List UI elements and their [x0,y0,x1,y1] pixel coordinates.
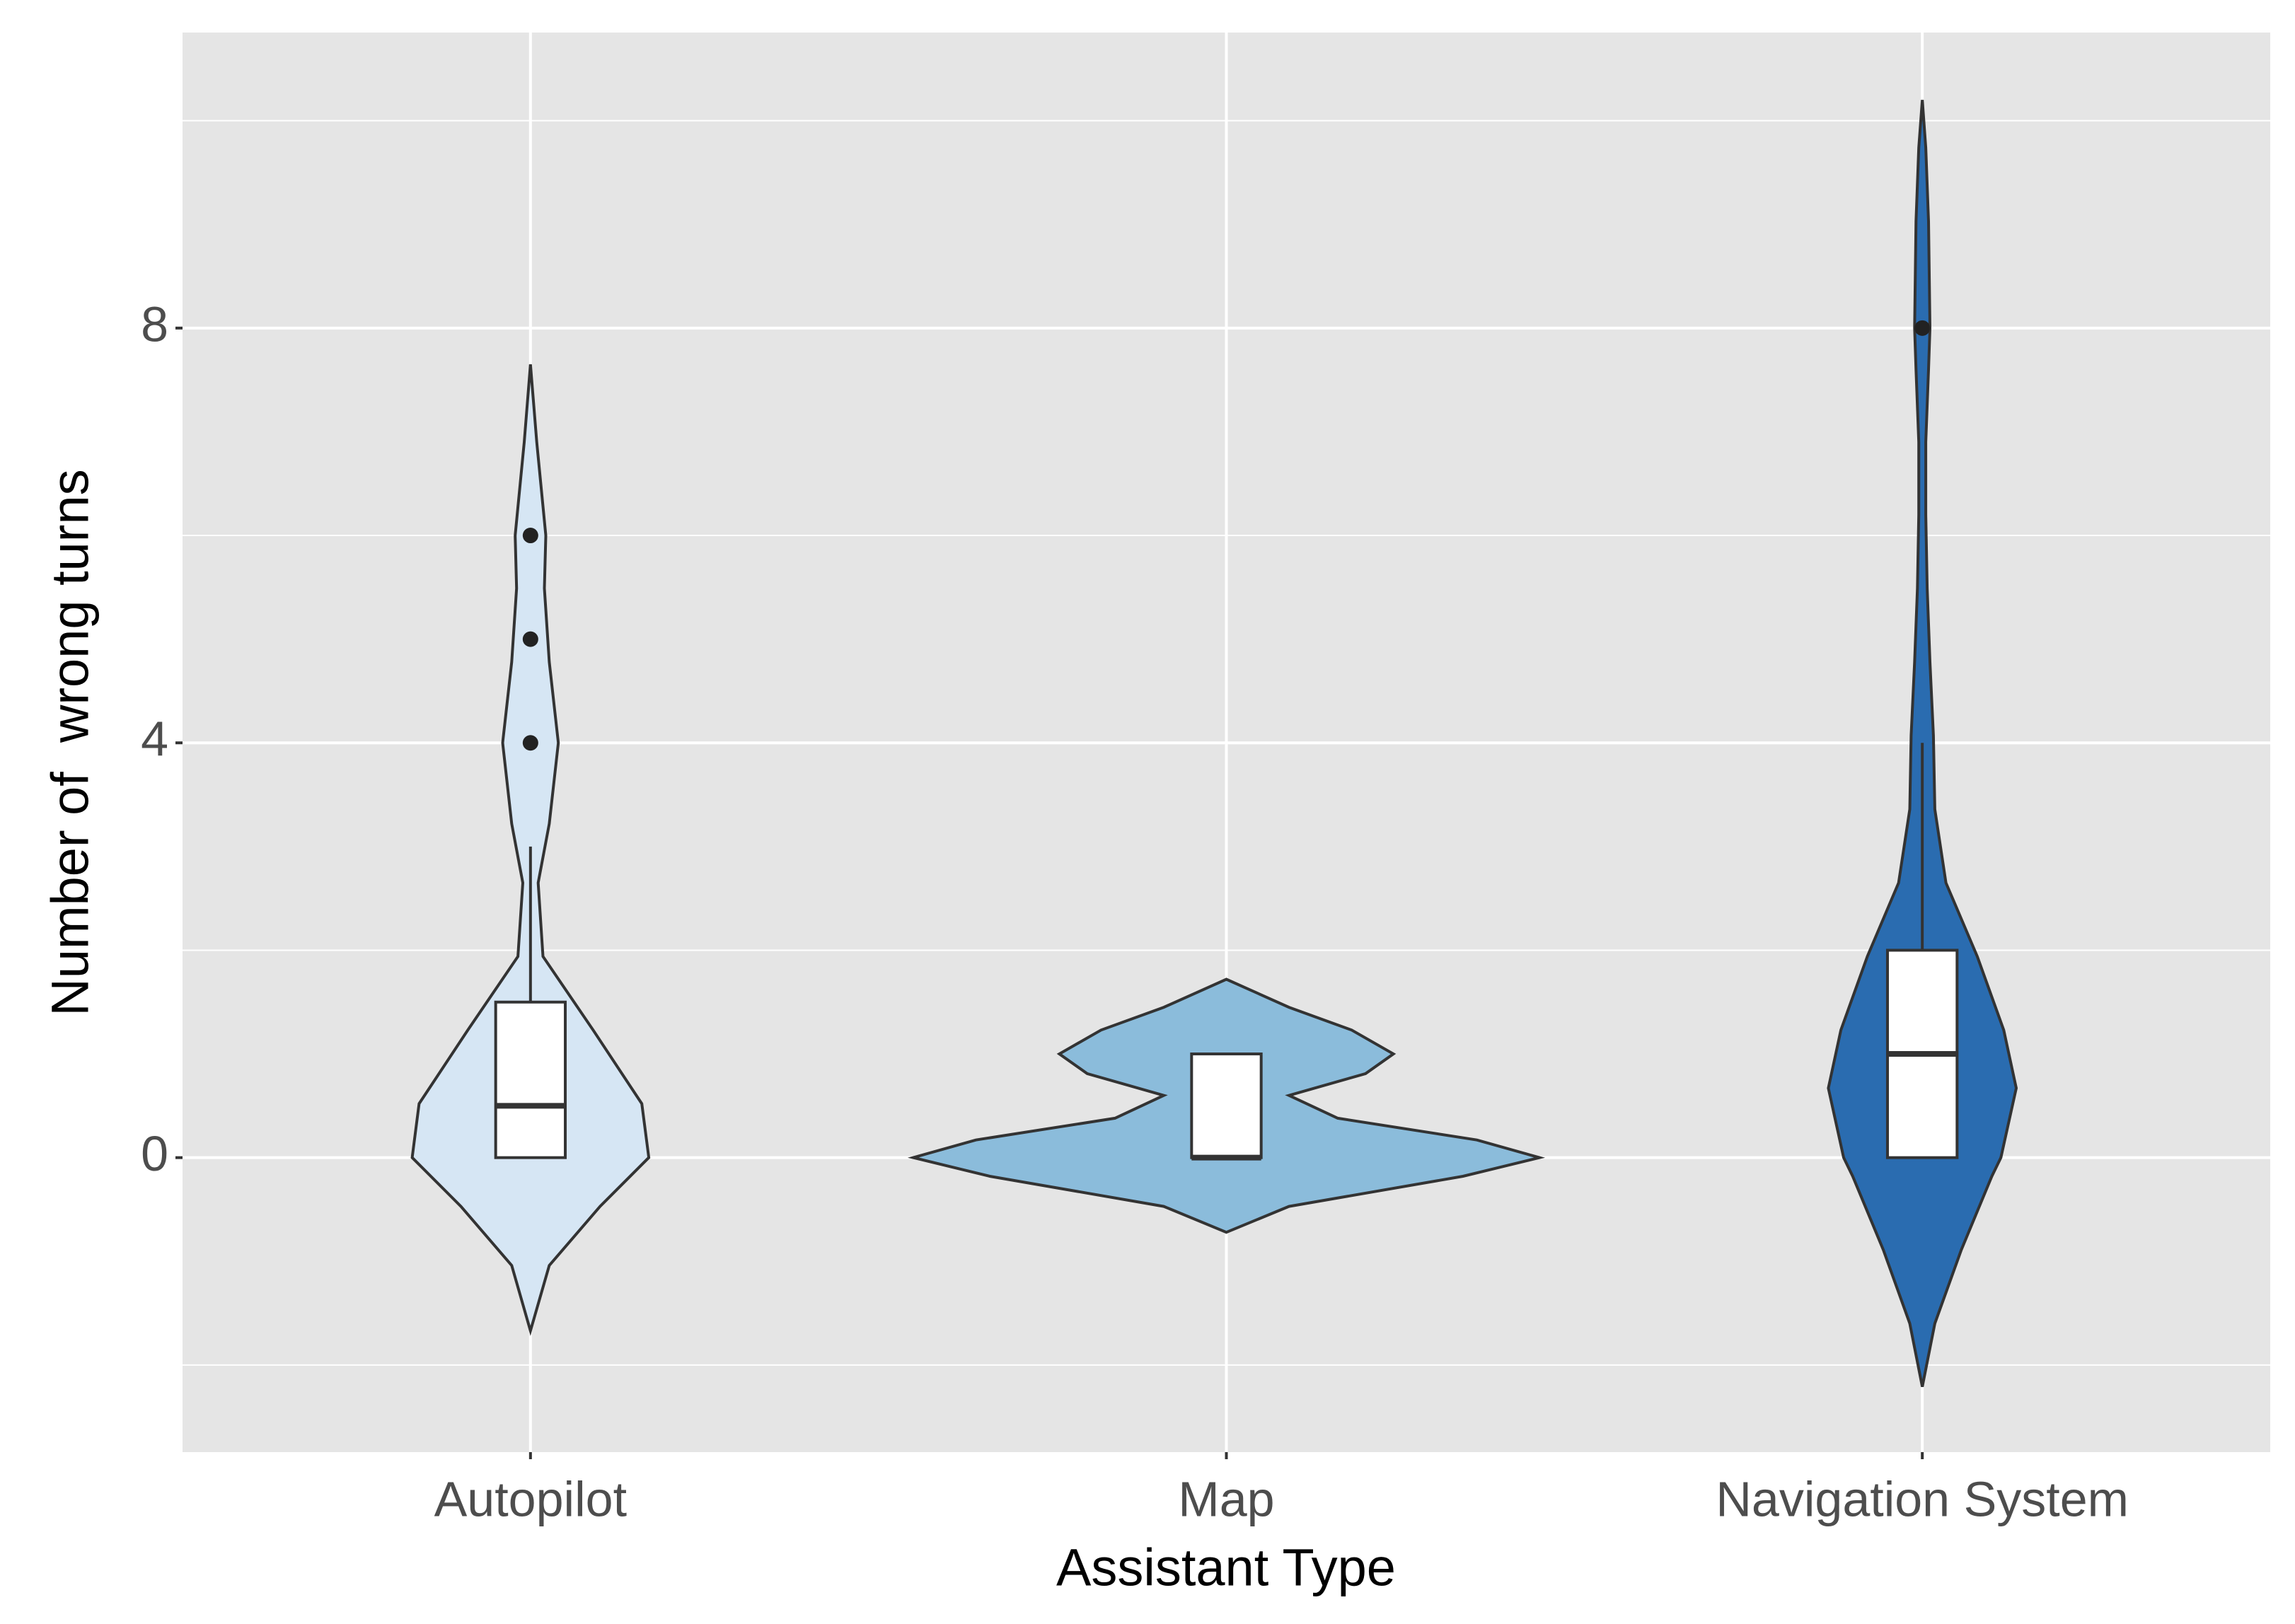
outlier [522,631,538,647]
x-axis-label: Assistant Type [1056,1538,1396,1597]
y-tick-label: 8 [141,296,168,352]
x-tick-label: Navigation System [1716,1471,2129,1526]
x-tick-label: Map [1178,1471,1274,1526]
box [1190,1052,1263,1159]
outlier [522,735,538,751]
x-tick-label: Autopilot [434,1471,627,1526]
box [494,1000,567,1159]
y-tick-label: 4 [141,712,168,767]
y-axis-label: Number of wrong turns [41,469,100,1016]
outlier [522,528,538,544]
outlier [1914,320,1931,336]
y-tick-label: 0 [141,1126,168,1181]
